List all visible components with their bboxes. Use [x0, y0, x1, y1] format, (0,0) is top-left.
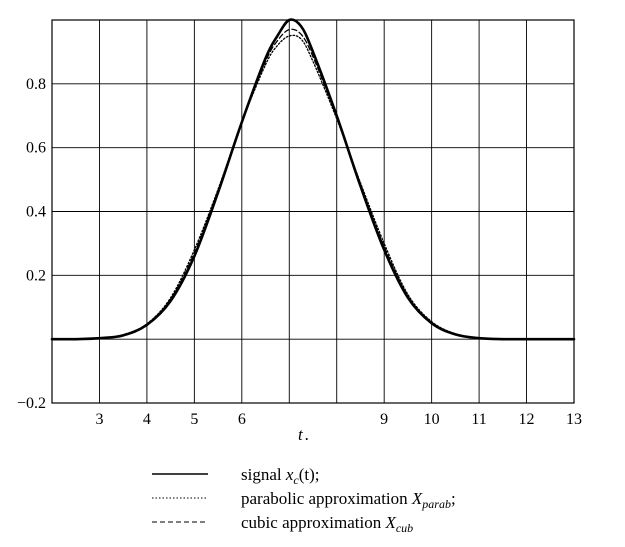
x-tick-label: 13: [566, 411, 582, 428]
legend-entry-text: cubic approximation Xcub: [241, 513, 413, 535]
x-tick-label: 5: [190, 411, 198, 428]
x-tick-label: 12: [519, 411, 535, 428]
legend: signal xc(t);parabolic approximation Xpa…: [152, 465, 456, 535]
y-tick-label: 0.4: [26, 204, 46, 221]
y-tick-label: 0.8: [26, 76, 46, 93]
series-group: [50, 18, 576, 341]
series-line-signal: [50, 18, 576, 341]
x-axis-label: t: [298, 425, 304, 444]
y-tick-label: 0.2: [26, 267, 46, 284]
legend-entry-text: signal xc(t);: [241, 465, 320, 487]
x-tick-label: 3: [95, 411, 103, 428]
y-tick-labels: −0.2 0.2 0.4 0.6 0.8: [17, 76, 46, 412]
x-tick-label: 10: [424, 411, 440, 428]
x-tick-label: 11: [471, 411, 486, 428]
x-tick-label: 9: [380, 411, 388, 428]
x-tick-labels: 3 4 5 6 9 10 11 12 13: [95, 411, 582, 428]
x-tick-label: 6: [238, 411, 246, 428]
plot-frame: [51, 19, 575, 404]
y-tick-label: 0.6: [26, 140, 46, 157]
x-axis-label-period: .: [305, 425, 309, 444]
legend-entry-text: parabolic approximation Xparab;: [241, 489, 456, 511]
y-tick-label: −0.2: [17, 395, 46, 412]
x-tick-label: 4: [143, 411, 151, 428]
